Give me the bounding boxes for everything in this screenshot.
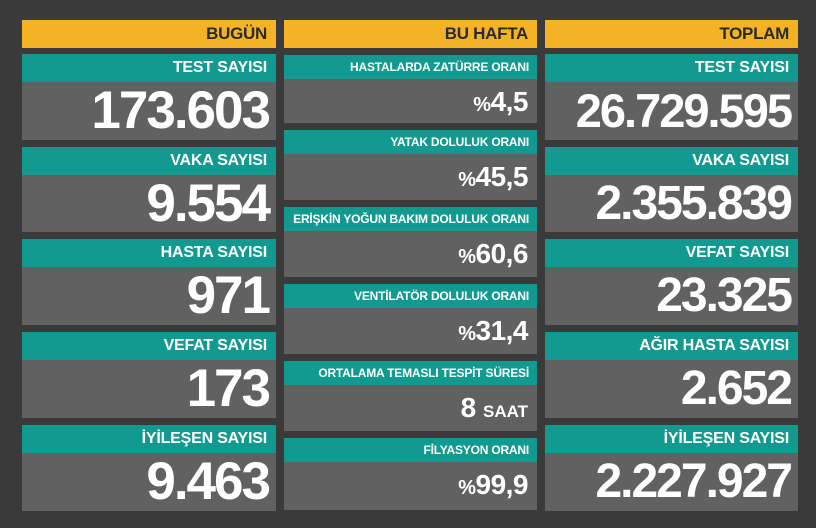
total-recovered-label: İYİLEŞEN SAYISI <box>545 425 798 453</box>
today-test-label: TEST SAYISI <box>22 54 276 82</box>
total-case-card: VAKA SAYISI 2.355.839 <box>545 147 798 232</box>
week-ventilator-value: %31,4 <box>284 308 537 357</box>
today-death-label: VEFAT SAYISI <box>22 332 276 360</box>
total-death-label: VEFAT SAYISI <box>545 239 798 267</box>
today-patient-label: HASTA SAYISI <box>22 239 276 267</box>
total-severe-label: AĞIR HASTA SAYISI <box>545 332 798 360</box>
percent-sign: % <box>458 477 476 499</box>
week-contact-time-unit: SAAT <box>482 402 528 421</box>
percent-sign: % <box>473 94 491 116</box>
today-recovered-label: İYİLEŞEN SAYISI <box>22 425 276 453</box>
week-filiation-label: FİLYASYON ORANI <box>284 438 537 462</box>
week-contact-time-number: 8 <box>460 392 477 423</box>
week-ventilator-label: VENTİLATÖR DOLULUK ORANI <box>284 284 537 308</box>
week-bed-value: %45,5 <box>284 154 537 203</box>
week-filiation-number: 99,9 <box>475 469 529 500</box>
week-contact-time-card: ORTALAMA TEMASLI TESPİT SÜRESİ 8 SAAT <box>284 361 537 431</box>
today-case-label: VAKA SAYISI <box>22 147 276 175</box>
today-header: BUGÜN <box>22 20 276 48</box>
total-test-card: TEST SAYISI 26.729.595 <box>545 54 798 140</box>
week-contact-time-label: ORTALAMA TEMASLI TESPİT SÜRESİ <box>284 361 537 385</box>
week-filiation-card: FİLYASYON ORANI %99,9 <box>284 438 537 510</box>
today-case-value: 9.554 <box>146 174 271 233</box>
week-bed-number: 45,5 <box>475 161 529 192</box>
total-recovered-value: 2.227.927 <box>595 455 793 508</box>
total-death-value: 23.325 <box>656 269 793 322</box>
week-column: BU HAFTA HASTALARDA ZATÜRRE ORANI %4,5 Y… <box>284 20 537 525</box>
week-pneumonia-card: HASTALARDA ZATÜRRE ORANI %4,5 <box>284 55 537 123</box>
total-test-label: TEST SAYISI <box>545 54 798 82</box>
today-death-card: VEFAT SAYISI 173 <box>22 332 276 418</box>
week-filiation-value: %99,9 <box>284 462 537 511</box>
percent-sign: % <box>458 169 476 191</box>
today-patient-card: HASTA SAYISI 971 <box>22 239 276 325</box>
week-pneumonia-value: %4,5 <box>284 79 537 128</box>
week-header: BU HAFTA <box>284 20 537 48</box>
week-bed-label: YATAK DOLULUK ORANI <box>284 130 537 154</box>
total-case-value: 2.355.839 <box>595 177 793 230</box>
week-pneumonia-label: HASTALARDA ZATÜRRE ORANI <box>284 55 537 79</box>
week-bed-card: YATAK DOLULUK ORANI %45,5 <box>284 130 537 200</box>
total-severe-card: AĞIR HASTA SAYISI 2.652 <box>545 332 798 418</box>
total-header: TOPLAM <box>545 20 798 48</box>
week-icu-label: ERİŞKİN YOĞUN BAKIM DOLULUK ORANI <box>284 207 537 231</box>
total-severe-value: 2.652 <box>680 362 793 415</box>
total-recovered-card: İYİLEŞEN SAYISI 2.227.927 <box>545 425 798 511</box>
today-death-value: 173 <box>186 359 271 418</box>
today-case-card: VAKA SAYISI 9.554 <box>22 147 276 233</box>
week-pneumonia-number: 4,5 <box>490 86 529 117</box>
today-test-value: 173.603 <box>91 81 271 140</box>
week-contact-time-value: 8 SAAT <box>284 385 537 435</box>
today-patient-value: 971 <box>186 266 271 325</box>
week-ventilator-card: VENTİLATÖR DOLULUK ORANI %31,4 <box>284 284 537 354</box>
total-column: TOPLAM TEST SAYISI 26.729.595 VAKA SAYIS… <box>545 20 798 525</box>
percent-sign: % <box>458 323 476 345</box>
week-ventilator-number: 31,4 <box>475 315 529 346</box>
today-recovered-card: İYİLEŞEN SAYISI 9.463 <box>22 425 276 511</box>
week-icu-value: %60,6 <box>284 231 537 280</box>
total-case-label: VAKA SAYISI <box>545 147 798 175</box>
today-recovered-value: 9.463 <box>146 452 271 511</box>
today-column: BUGÜN TEST SAYISI 173.603 VAKA SAYISI 9.… <box>22 20 276 525</box>
percent-sign: % <box>458 246 476 268</box>
total-test-value: 26.729.595 <box>575 84 793 137</box>
today-test-card: TEST SAYISI 173.603 <box>22 54 276 140</box>
week-icu-number: 60,6 <box>475 238 529 269</box>
week-icu-card: ERİŞKİN YOĞUN BAKIM DOLULUK ORANI %60,6 <box>284 207 537 277</box>
total-death-card: VEFAT SAYISI 23.325 <box>545 239 798 325</box>
